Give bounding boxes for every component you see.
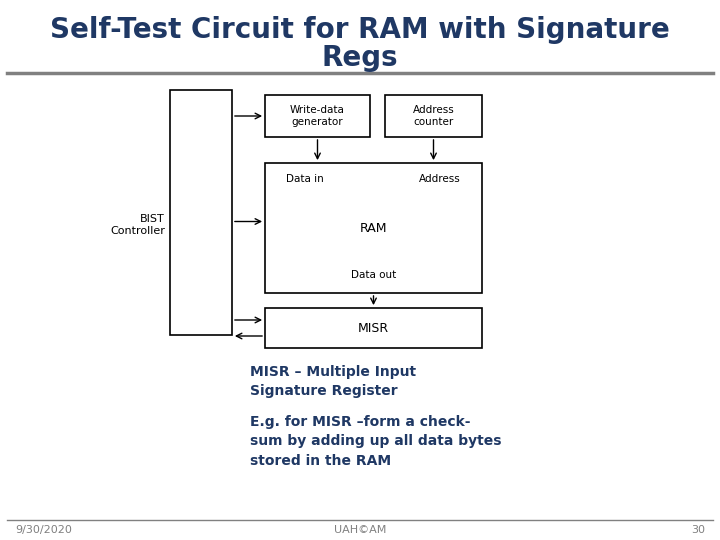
Text: 9/30/2020: 9/30/2020: [15, 525, 72, 535]
Bar: [265, 163, 482, 293]
Text: Data out: Data out: [351, 270, 396, 280]
Text: Address
counter: Address counter: [413, 105, 454, 127]
Text: RAM: RAM: [360, 221, 387, 234]
Text: Address: Address: [419, 174, 461, 184]
Bar: [385, 95, 482, 137]
Text: Data in: Data in: [286, 174, 324, 184]
Text: Regs: Regs: [322, 44, 398, 72]
Bar: [265, 308, 482, 348]
Text: Self-Test Circuit for RAM with Signature: Self-Test Circuit for RAM with Signature: [50, 16, 670, 44]
Text: MISR: MISR: [358, 321, 389, 334]
Bar: [170, 90, 232, 335]
Text: E.g. for MISR –form a check-
sum by adding up all data bytes
stored in the RAM: E.g. for MISR –form a check- sum by addi…: [250, 415, 502, 468]
Text: BIST
Controller: BIST Controller: [110, 214, 165, 235]
Text: Write-data
generator: Write-data generator: [290, 105, 345, 127]
Bar: [265, 95, 370, 137]
Text: 30: 30: [691, 525, 705, 535]
Text: MISR – Multiple Input
Signature Register: MISR – Multiple Input Signature Register: [250, 365, 416, 399]
Text: UAH©AM: UAH©AM: [334, 525, 386, 535]
